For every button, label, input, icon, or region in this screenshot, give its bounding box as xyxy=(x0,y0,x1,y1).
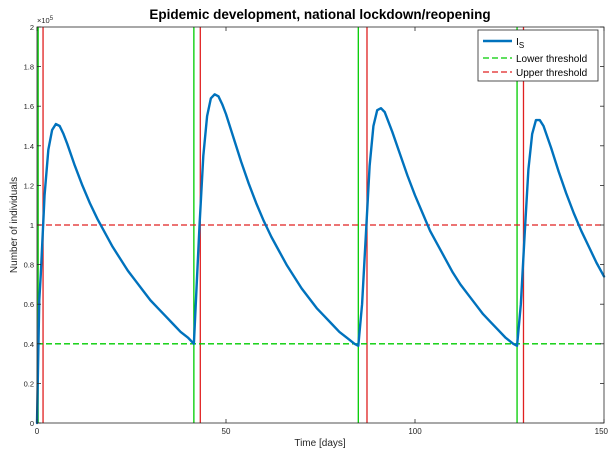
y-tick-label-3: 0.6 xyxy=(24,300,34,309)
legend: IS Lower threshold Upper threshold xyxy=(477,29,599,82)
y-axis-label: Number of individuals xyxy=(9,177,20,273)
x-tick-label-2: 100 xyxy=(408,427,422,436)
y-tick-label-5: 1 xyxy=(30,221,34,230)
chart-title: Epidemic development, national lockdown/… xyxy=(149,7,490,22)
y-tick-label-0: 0 xyxy=(30,419,34,428)
y-tick-label-1: 0.2 xyxy=(24,379,34,388)
y-axis-ticks: 0 0.2 0.4 0.6 0.8 1 1.2 1.4 1.6 1.8 2 xyxy=(24,23,604,428)
x-axis-label: Time [days] xyxy=(294,438,346,449)
legend-label-upper: Upper threshold xyxy=(516,68,587,79)
threshold-lines xyxy=(37,224,604,345)
series-line-0 xyxy=(35,93,606,425)
y-tick-label-8: 1.6 xyxy=(24,102,34,111)
x-tick-label-1: 50 xyxy=(222,427,231,436)
series-layer xyxy=(35,93,606,425)
legend-label-lower: Lower threshold xyxy=(516,54,587,65)
legend-label-series: IS xyxy=(516,36,524,50)
x-tick-label-3: 150 xyxy=(595,427,608,436)
y-tick-label-6: 1.2 xyxy=(24,181,34,190)
y-axis-exponent: ×105 xyxy=(37,16,54,25)
y-tick-label-7: 1.4 xyxy=(24,142,34,151)
y-axis-exponent-base: ×10 xyxy=(37,16,50,25)
y-axis-exponent-power: 5 xyxy=(50,16,54,22)
legend-series-subscript: S xyxy=(519,41,524,50)
y-tick-label-2: 0.4 xyxy=(24,340,34,349)
legend-series-name: I xyxy=(516,36,519,48)
y-tick-label-9: 1.8 xyxy=(24,63,34,72)
x-tick-label-0: 0 xyxy=(35,427,40,436)
y-tick-label-10: 2 xyxy=(30,23,34,32)
x-axis-ticks: 0 50 100 150 xyxy=(35,27,608,436)
y-tick-label-4: 0.8 xyxy=(24,261,34,270)
